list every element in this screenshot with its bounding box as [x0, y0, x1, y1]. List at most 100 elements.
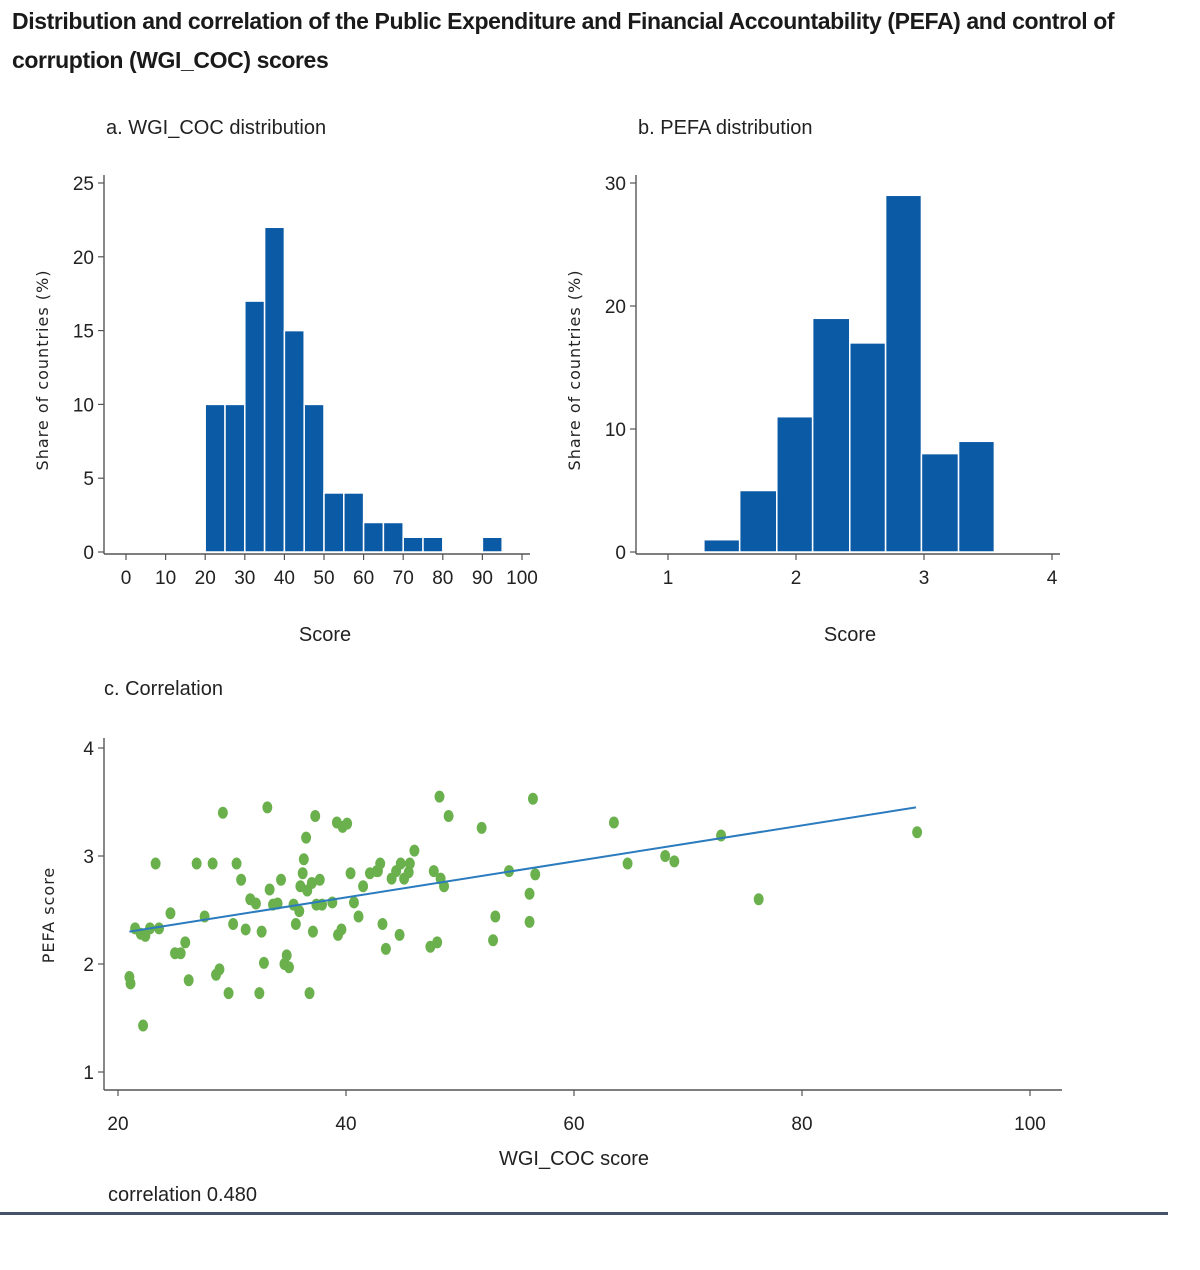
panel-c-point-20: [223, 987, 234, 1000]
panel-c-point-19: [217, 806, 228, 819]
panel-c-x-ticks: 20 40 60 80 100: [107, 1090, 1046, 1135]
panel-c-ytick-label-3: 4: [83, 739, 94, 760]
panel-b-xtick-label-3: 4: [1047, 568, 1058, 589]
panel-b-xtick-label-2: 3: [919, 568, 930, 589]
panel-a-title: a. WGI_COC distribution: [106, 117, 326, 139]
panel-c-point-97: [753, 893, 764, 906]
panel-c-point-89: [524, 915, 535, 928]
panel-c-point-47: [306, 877, 317, 889]
panel-a-x-ticks: 0 10 20 30 40 50 60 70 80 90 100: [121, 554, 538, 589]
panel-c-point-48: [307, 925, 318, 938]
panel-b-xtick-label-1: 2: [791, 568, 802, 589]
panel-a-bar-7: [343, 492, 365, 553]
panel-c-point-84: [476, 821, 487, 834]
panel-b-xtick-label-0: 1: [663, 568, 674, 589]
panel-b-bar-3: [811, 317, 851, 553]
panel-c-point-56: [336, 923, 347, 936]
panel-c-point-68: [380, 942, 391, 955]
panel-b-ytick-label-3: 30: [605, 174, 626, 195]
panel-c-point-75: [404, 857, 415, 870]
panel-c-point-62: [358, 880, 369, 893]
panel-c-ytick-label-2: 3: [83, 847, 94, 868]
panel-c-point-7: [150, 857, 161, 870]
panel-a-bar-8: [362, 521, 385, 553]
panel-c-ytick-label-0: 1: [83, 1063, 94, 1084]
panel-c-xlabel: WGI_COC score: [499, 1148, 649, 1170]
figure-title: Distribution and correlation of the Publ…: [12, 8, 1115, 73]
panel-c-point-86: [490, 910, 501, 923]
panel-c-point-44: [301, 831, 312, 844]
panel-a-ytick-label-2: 10: [73, 395, 94, 416]
panel-c-point-80: [434, 790, 445, 803]
panel-b-x-ticks: 1 2 3 4: [663, 554, 1058, 589]
panel-c-xtick-label-3: 80: [791, 1114, 812, 1135]
panel-c-point-21: [228, 918, 239, 931]
panel-c-point-83: [443, 810, 454, 823]
panel-c-point-66: [375, 857, 386, 870]
panel-c-point-79: [432, 936, 443, 949]
panel-c-point-14: [191, 857, 202, 870]
panel-c-point-95: [669, 855, 680, 868]
panel-c-point-40: [294, 905, 305, 918]
panel-b-bar-6: [920, 452, 960, 553]
panel-a-xtick-label-9: 90: [472, 568, 493, 589]
panel-a-xtick-label-0: 0: [121, 568, 132, 589]
panel-c-point-31: [264, 883, 275, 896]
panel-c-point-13: [183, 974, 194, 987]
panel-c-point-26: [250, 897, 261, 910]
panel-c-point-49: [310, 810, 321, 823]
panel-c-correlation: c. Correlation PEFA score WGI_COC score …: [39, 678, 1062, 1170]
panel-c-point-92: [608, 816, 619, 829]
panel-c-point-51: [314, 873, 325, 886]
panel-c-xtick-label-1: 40: [335, 1114, 356, 1135]
panel-b-ytick-label-1: 10: [605, 420, 626, 441]
panel-a-bar-5: [303, 403, 325, 553]
panel-a-bar-9: [382, 521, 404, 553]
panel-c-point-22: [231, 857, 242, 870]
panel-c-point-71: [394, 928, 405, 941]
panel-c-point-29: [258, 956, 269, 969]
panel-c-points: [124, 790, 923, 1032]
panel-a-bar-0: [204, 403, 226, 553]
panel-c-point-27: [254, 987, 265, 1000]
panel-c-fit-line: [129, 806, 917, 933]
panel-a-wgi-distribution: a. WGI_COC distribution Share of countri…: [33, 117, 538, 646]
panel-b-bar-2: [776, 415, 814, 553]
panel-c-point-60: [348, 896, 359, 909]
panel-a-xtick-label-6: 60: [353, 568, 374, 589]
panel-c-point-8: [154, 922, 165, 935]
panel-a-bar-12: [481, 536, 503, 553]
panel-a-ytick-label-0: 0: [83, 543, 94, 564]
panel-b-bar-0: [703, 538, 741, 553]
panel-c-point-23: [236, 873, 247, 886]
panel-c-xtick-label-0: 20: [107, 1114, 128, 1135]
panel-a-xtick-label-2: 20: [195, 568, 216, 589]
panel-c-point-9: [165, 907, 176, 920]
panel-a-bars: [204, 226, 503, 553]
panel-c-point-16: [207, 857, 218, 870]
panel-c-ytick-label-1: 2: [83, 955, 94, 976]
panel-c-point-85: [488, 934, 499, 947]
panel-a-ytick-label-5: 25: [73, 174, 94, 195]
panel-c-point-43: [298, 853, 309, 866]
panel-b-ytick-label-2: 20: [605, 297, 626, 318]
panel-a-xlabel: Score: [299, 624, 351, 646]
panel-c-point-76: [409, 844, 420, 857]
panel-a-bar-1: [224, 403, 246, 553]
panel-c-fit-line-group: [129, 806, 917, 933]
panel-c-point-33: [272, 897, 283, 910]
panel-c-point-94: [660, 850, 671, 862]
panel-c-point-12: [180, 936, 191, 949]
panel-a-xtick-label-10: 100: [506, 568, 538, 589]
panel-c-point-91: [530, 868, 541, 881]
panel-c-point-90: [527, 792, 538, 805]
panel-a-ytick-label-1: 5: [83, 469, 94, 490]
panel-c-point-72: [395, 857, 406, 870]
panel-a-bar-10: [402, 536, 424, 553]
panel-b-ylabel: Share of countries (%): [565, 270, 584, 471]
panel-c-point-4: [138, 1019, 149, 1032]
panel-c-point-36: [281, 949, 292, 962]
panel-c-xtick-label-2: 60: [563, 1114, 584, 1135]
panel-c-point-34: [276, 873, 287, 886]
